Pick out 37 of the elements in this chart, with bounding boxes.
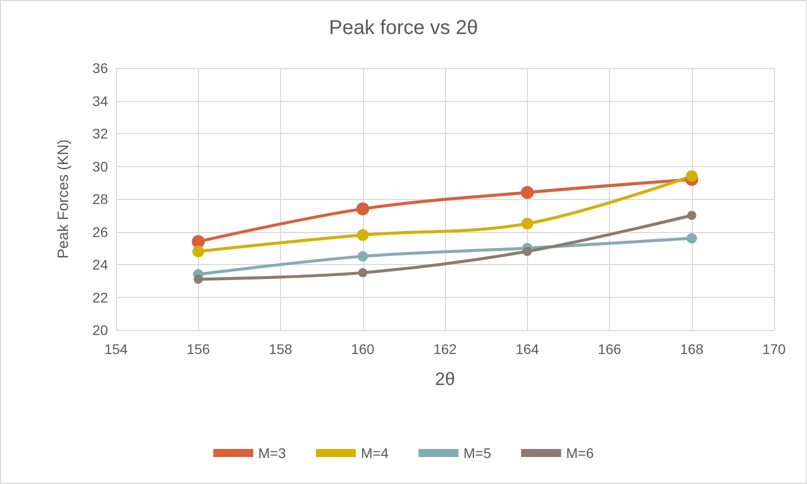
x-tick-label: 168 — [680, 341, 704, 357]
point — [192, 246, 204, 258]
point — [358, 251, 368, 262]
y-tick-label: 36 — [92, 60, 108, 76]
x-tick-label: 170 — [762, 341, 786, 357]
y-tick-label: 20 — [92, 322, 108, 338]
legend-label: M=5 — [464, 445, 492, 461]
y-axis-title: Peak Forces (KN) — [55, 139, 72, 259]
point — [356, 202, 370, 216]
point — [687, 210, 696, 220]
y-tick-label: 30 — [92, 158, 108, 174]
x-tick-label: 162 — [433, 341, 457, 357]
y-tick-label: 34 — [92, 92, 108, 109]
legend-label: M=4 — [360, 445, 389, 461]
x-axis-title: 2θ — [434, 369, 456, 389]
point — [686, 170, 698, 182]
y-tick-label: 26 — [92, 224, 108, 240]
point — [358, 268, 368, 278]
y-tick-label: 24 — [92, 256, 108, 272]
legend-label: M=3 — [258, 445, 286, 461]
point — [520, 186, 534, 199]
x-tick-label: 158 — [268, 341, 292, 357]
legend-label: M=6 — [566, 445, 594, 461]
point — [194, 274, 203, 284]
y-tick-label: 28 — [92, 191, 108, 207]
x-tick-label: 166 — [598, 341, 622, 357]
x-tick-label: 164 — [516, 341, 540, 357]
chart-title: Peak force vs 2θ — [329, 17, 478, 39]
point — [521, 218, 534, 230]
point — [356, 229, 369, 241]
y-tick-label: 22 — [92, 289, 108, 306]
x-tick-label: 156 — [186, 341, 210, 357]
point — [686, 233, 697, 244]
point — [522, 246, 532, 256]
x-tick-label: 160 — [351, 341, 375, 357]
x-tick-label: 154 — [104, 341, 128, 357]
y-tick-label: 32 — [92, 126, 108, 142]
